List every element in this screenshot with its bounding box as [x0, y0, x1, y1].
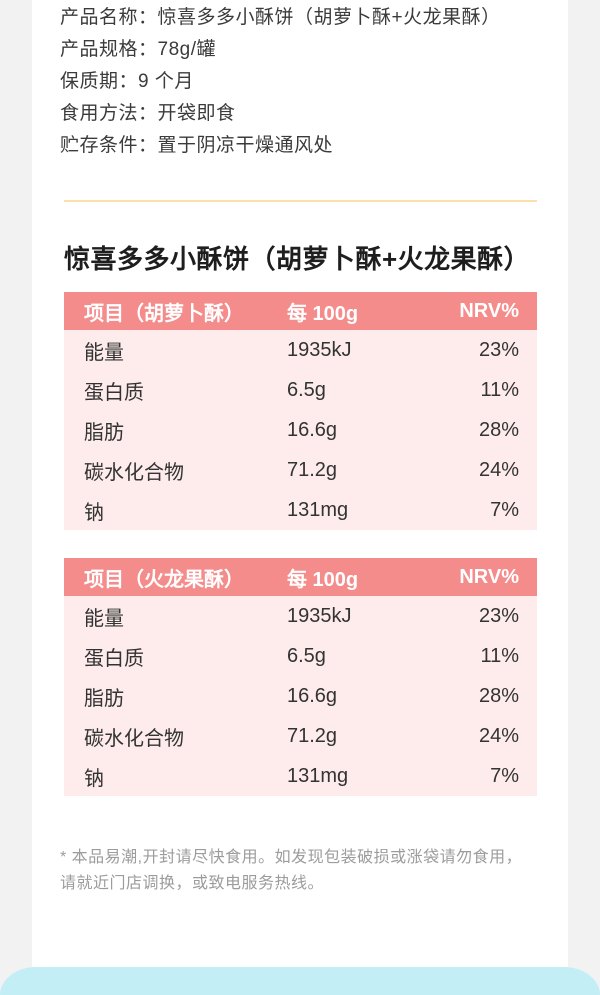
nutrient-name: 钠 [84, 501, 104, 524]
nutrient-value: 131mg [287, 764, 349, 787]
table-row: 钠 131mg 7% [64, 490, 537, 530]
nutrient-value: 6.5g [287, 378, 326, 401]
nutrient-value: 16.6g [287, 418, 338, 441]
product-info-line-usage: 食用方法：开袋即食 [60, 103, 236, 124]
section-title: 惊喜多多小酥饼（胡萝卜酥+火龙果酥） [64, 244, 531, 274]
nutrient-nrv: 11% [480, 644, 519, 667]
nutrient-name: 脂肪 [84, 687, 124, 710]
nutrient-name: 钠 [84, 767, 104, 790]
footnote: * 本品易潮,开封请尽快食用。如发现包装破损或涨袋请勿食用， 请就近门店调换，或… [60, 845, 542, 897]
header-cell-per100g: 每 100g [287, 302, 359, 325]
nutrient-nrv: 24% [478, 458, 519, 481]
nutrient-name: 碳水化合物 [84, 727, 184, 750]
footnote-line: * 本品易潮,开封请尽快食用。如发现包装破损或涨袋请勿食用， [60, 849, 523, 866]
table-row: 能量 1935kJ 23% [64, 596, 537, 636]
product-info-line-storage: 贮存条件：置于阴凉干燥通风处 [60, 135, 334, 156]
table-body: 能量 1935kJ 23% 蛋白质 6.5g 11% 脂肪 16.6g 28% … [64, 596, 537, 796]
header-cell-item: 项目（胡萝卜酥） [84, 302, 244, 325]
bottom-decoration-bar [0, 967, 600, 995]
nutrient-nrv: 11% [480, 378, 519, 401]
table-row: 脂肪 16.6g 28% [64, 410, 537, 450]
nutrient-nrv: 28% [478, 418, 519, 441]
nutrition-table-carrot: 项目（胡萝卜酥） 每 100g NRV% 能量 1935kJ 23% 蛋白质 6… [64, 292, 537, 530]
table-header-row: 项目（火龙果酥） 每 100g NRV% [64, 558, 537, 596]
nutrient-value: 1935kJ [287, 338, 352, 361]
table-header-row: 项目（胡萝卜酥） 每 100g NRV% [64, 292, 537, 330]
nutrient-name: 蛋白质 [84, 381, 144, 404]
nutrient-nrv: 28% [478, 684, 519, 707]
table-body: 能量 1935kJ 23% 蛋白质 6.5g 11% 脂肪 16.6g 28% … [64, 330, 537, 530]
footnote-line: 请就近门店调换，或致电服务热线。 [60, 875, 325, 892]
table-row: 能量 1935kJ 23% [64, 330, 537, 370]
product-info-line-spec: 产品规格：78g/罐 [60, 39, 216, 60]
nutrient-name: 能量 [84, 341, 124, 364]
header-cell-per100g: 每 100g [287, 568, 359, 591]
nutrient-nrv: 23% [478, 338, 519, 361]
nutrient-name: 能量 [84, 607, 124, 630]
nutrient-value: 131mg [287, 498, 349, 521]
header-cell-item: 项目（火龙果酥） [84, 568, 244, 591]
header-cell-nrv: NRV% [459, 565, 519, 588]
nutrient-value: 71.2g [287, 724, 338, 747]
nutrient-name: 碳水化合物 [84, 461, 184, 484]
section-divider [64, 200, 537, 202]
nutrient-nrv: 7% [490, 764, 519, 787]
nutrient-nrv: 23% [478, 604, 519, 627]
nutrient-value: 71.2g [287, 458, 338, 481]
nutrient-nrv: 7% [490, 498, 519, 521]
product-info-section: 产品名称：惊喜多多小酥饼（胡萝卜酥+火龙果酥） 产品规格：78g/罐 保质期：9… [32, 0, 568, 162]
table-row: 碳水化合物 71.2g 24% [64, 716, 537, 756]
table-row: 蛋白质 6.5g 11% [64, 636, 537, 676]
nutrient-name: 脂肪 [84, 421, 124, 444]
nutrient-nrv: 24% [478, 724, 519, 747]
table-row: 脂肪 16.6g 28% [64, 676, 537, 716]
nutrient-value: 16.6g [287, 684, 338, 707]
nutrition-table-dragonfruit: 项目（火龙果酥） 每 100g NRV% 能量 1935kJ 23% 蛋白质 6… [64, 558, 537, 796]
content-card: 产品名称：惊喜多多小酥饼（胡萝卜酥+火龙果酥） 产品规格：78g/罐 保质期：9… [32, 0, 568, 967]
product-info-line-name: 产品名称：惊喜多多小酥饼（胡萝卜酥+火龙果酥） [60, 7, 501, 28]
nutrient-name: 蛋白质 [84, 647, 144, 670]
product-info-line-shelf-life: 保质期：9 个月 [60, 71, 194, 92]
table-row: 碳水化合物 71.2g 24% [64, 450, 537, 490]
table-row: 蛋白质 6.5g 11% [64, 370, 537, 410]
nutrient-value: 1935kJ [287, 604, 352, 627]
nutrient-value: 6.5g [287, 644, 326, 667]
header-cell-nrv: NRV% [459, 299, 519, 322]
table-row: 钠 131mg 7% [64, 756, 537, 796]
